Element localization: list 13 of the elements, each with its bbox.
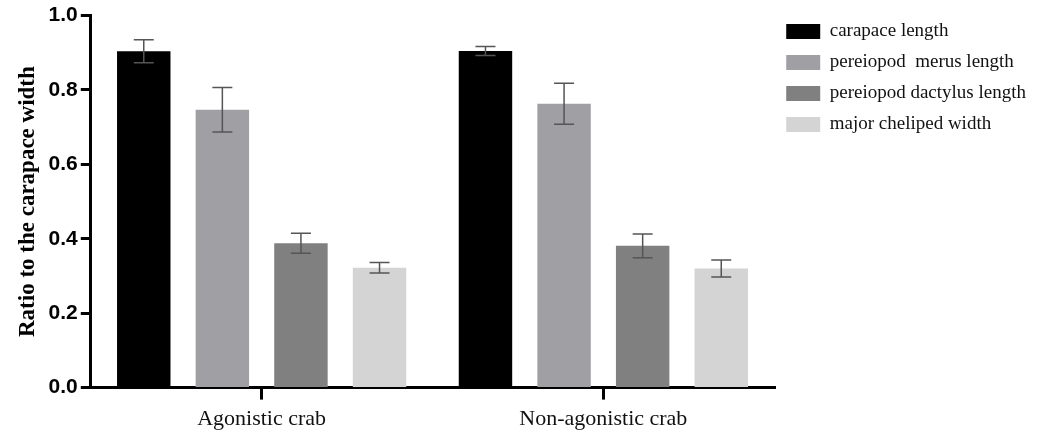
legend-label: pereiopod merus length: [829, 50, 1015, 72]
legend-label: major cheliped width: [829, 112, 992, 134]
y-tick-label: 0.4: [48, 225, 79, 249]
y-axis-title: Ratio to the carapace width: [13, 65, 39, 338]
legend-label: carapace length: [829, 19, 949, 41]
y-tick-label: 0.6: [48, 151, 78, 175]
y-tick-label: 0.0: [48, 374, 78, 398]
legend-label: pereiopod dactylus length: [829, 81, 1027, 103]
y-tick-label: 0.2: [48, 300, 78, 323]
x-tick-label: Non-agonistic crab: [519, 404, 688, 430]
y-tick-label: 0.8: [48, 76, 79, 100]
y-tick-label: 1.0: [48, 2, 78, 26]
x-tick-label: Agonistic crab: [197, 404, 327, 430]
